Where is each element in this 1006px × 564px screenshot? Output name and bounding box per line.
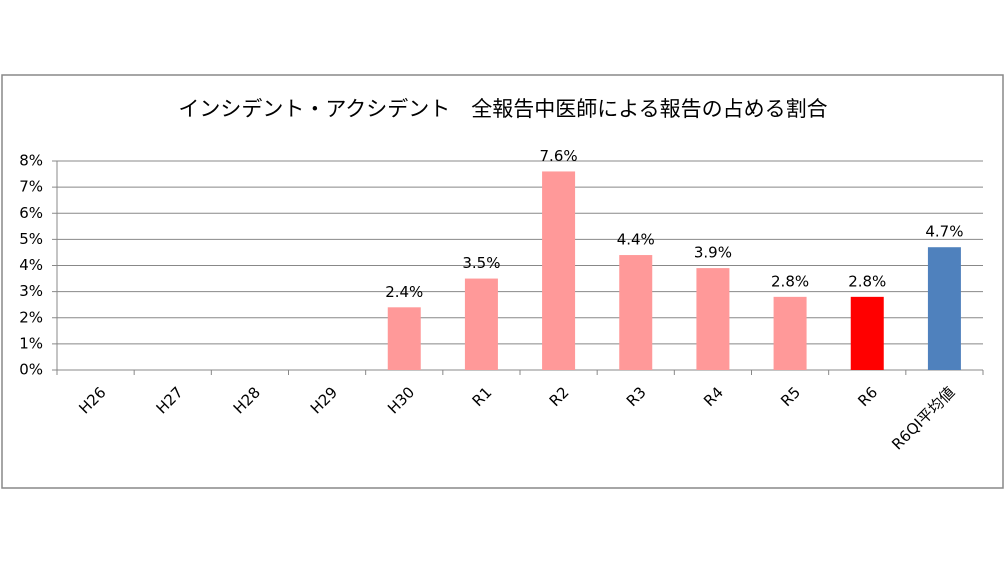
value-label: 2.8% [771,272,809,290]
bar [619,255,653,370]
y-tick-label: 3% [19,282,43,300]
bar [850,296,884,370]
y-tick-label: 4% [19,256,43,274]
chart-title: インシデント・アクシデント 全報告中医師による報告の占める割合 [178,97,827,121]
y-tick-label: 2% [19,308,43,326]
bar [542,171,576,370]
value-label: 3.5% [462,254,500,272]
y-tick-label: 5% [19,230,43,248]
value-label: 3.9% [694,244,732,262]
y-tick-label: 6% [19,204,43,222]
y-tick-label: 0% [19,361,43,379]
bar [927,247,961,370]
bar [387,307,421,370]
bar [773,296,807,370]
bar [696,268,730,370]
y-tick-label: 7% [19,178,43,196]
bar [464,278,498,370]
chart-border [1,74,1004,489]
value-label: 2.4% [385,283,423,301]
value-label: 4.4% [617,231,655,249]
value-label: 4.7% [925,223,963,241]
y-tick-label: 8% [19,152,43,170]
value-label: 2.8% [848,272,886,290]
y-tick-label: 1% [19,334,43,352]
value-label: 7.6% [540,147,578,165]
